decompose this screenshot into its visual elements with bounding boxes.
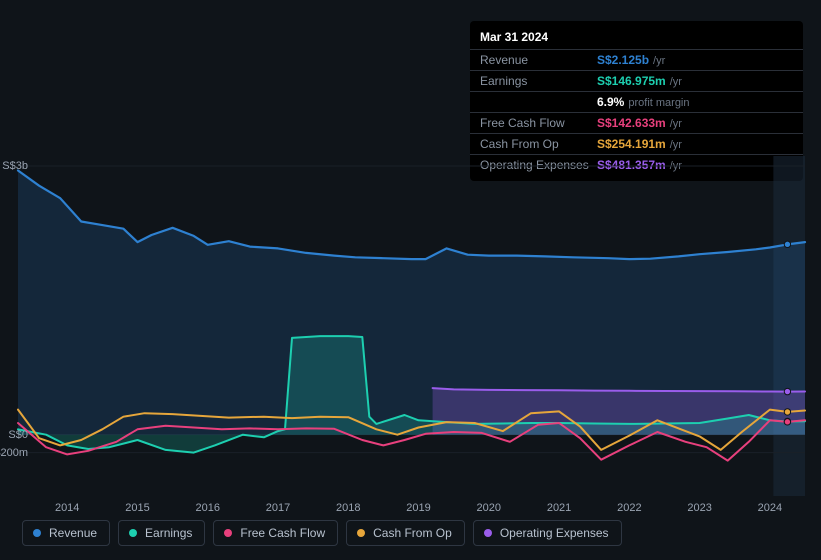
x-axis-label: 2018 [336, 502, 360, 514]
x-axis-label: 2024 [758, 502, 782, 514]
tooltip-suffix: profit margin [628, 97, 689, 109]
y-axis-label: S$0 [0, 429, 32, 441]
legend-item[interactable]: Earnings [118, 520, 205, 546]
tooltip-row: Free Cash FlowS$142.633m/yr [470, 112, 803, 133]
tooltip-value: 6.9% [597, 95, 624, 109]
legend-item[interactable]: Revenue [22, 520, 110, 546]
tooltip-label: Cash From Op [480, 137, 597, 151]
chart-legend: Revenue Earnings Free Cash Flow Cash From O… [22, 520, 622, 546]
x-axis-label: 2016 [195, 502, 219, 514]
x-axis-label: 2014 [55, 502, 79, 514]
tooltip-row: 6.9% profit margin [470, 91, 803, 112]
legend-item[interactable]: Free Cash Flow [213, 520, 338, 546]
legend-label: Revenue [49, 526, 97, 540]
legend-label: Operating Expenses [500, 526, 609, 540]
x-axis-label: 2020 [477, 502, 501, 514]
legend-swatch [357, 529, 365, 537]
tooltip-suffix: /yr [670, 76, 682, 88]
financials-chart[interactable]: S$3bS$0-S$200m20142015201620172018201920… [18, 156, 805, 496]
tooltip-value: S$142.633m [597, 116, 666, 130]
y-axis-label: S$3b [0, 160, 32, 172]
tooltip-value: S$254.191m [597, 137, 666, 151]
legend-swatch [129, 529, 137, 537]
legend-item[interactable]: Operating Expenses [473, 520, 622, 546]
tooltip-label: Revenue [480, 53, 597, 67]
tooltip-label: Earnings [480, 74, 597, 88]
tooltip-row: Cash From OpS$254.191m/yr [470, 133, 803, 154]
x-axis-label: 2019 [406, 502, 430, 514]
tooltip-suffix: /yr [653, 55, 665, 67]
x-axis-label: 2017 [266, 502, 290, 514]
legend-swatch [484, 529, 492, 537]
x-axis-label: 2022 [617, 502, 641, 514]
legend-item[interactable]: Cash From Op [346, 520, 465, 546]
tooltip-suffix: /yr [670, 118, 682, 130]
x-axis-label: 2015 [125, 502, 149, 514]
legend-label: Earnings [145, 526, 192, 540]
legend-label: Cash From Op [373, 526, 452, 540]
tooltip-row: EarningsS$146.975m/yr [470, 70, 803, 91]
legend-swatch [224, 529, 232, 537]
tooltip-row: RevenueS$2.125b/yr [470, 49, 803, 70]
tooltip-value: S$2.125b [597, 53, 649, 67]
tooltip-value: S$146.975m [597, 74, 666, 88]
legend-label: Free Cash Flow [240, 526, 325, 540]
x-axis-label: 2021 [547, 502, 571, 514]
y-axis-label: -S$200m [0, 447, 32, 459]
legend-swatch [33, 529, 41, 537]
x-axis-label: 2023 [687, 502, 711, 514]
tooltip-label: Free Cash Flow [480, 116, 597, 130]
tooltip-suffix: /yr [670, 139, 682, 151]
tooltip-date: Mar 31 2024 [470, 27, 803, 49]
